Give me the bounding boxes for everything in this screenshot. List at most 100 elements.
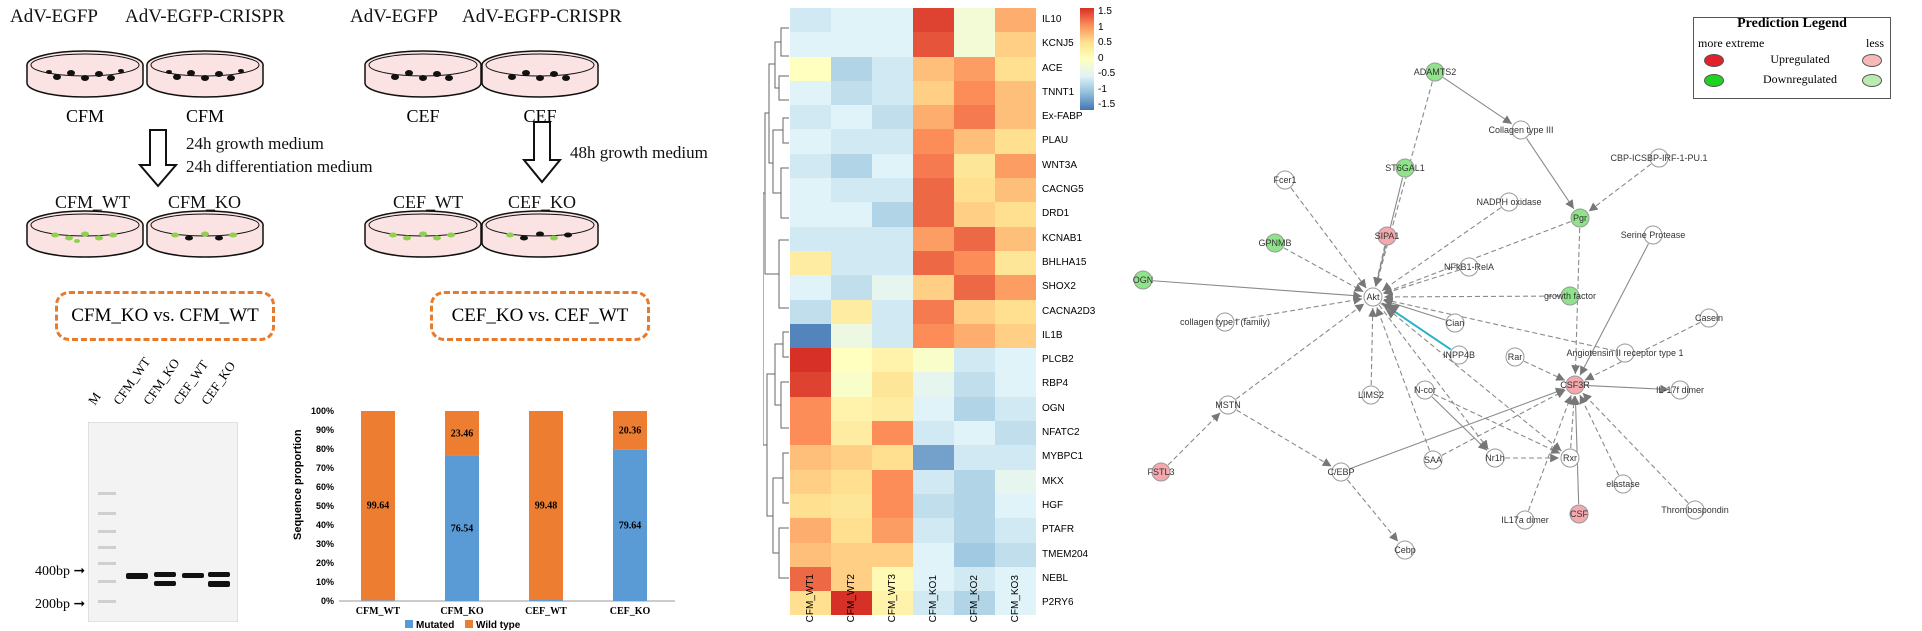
network-node[interactable]	[1615, 343, 1635, 363]
network-node[interactable]	[1415, 380, 1435, 400]
gene-label: IL1B	[1042, 329, 1063, 341]
gene-label: TMEM204	[1042, 548, 1089, 560]
network-node[interactable]	[1459, 257, 1479, 277]
heatmap-cell	[872, 542, 913, 567]
heatmap-cell	[831, 250, 872, 276]
network-node-label: CSF3R	[1560, 380, 1590, 390]
heatmap-cell	[954, 372, 995, 397]
bar-segment-mutated	[529, 600, 563, 601]
data-label: 99.64	[367, 501, 390, 512]
network-node[interactable]	[1395, 540, 1415, 560]
network-node[interactable]	[1363, 287, 1383, 307]
cell-label: CEF	[523, 106, 557, 126]
culture-dish	[146, 50, 264, 98]
network-node[interactable]	[1265, 233, 1285, 253]
comparison-box: CEF_KO vs. CEF_WT	[430, 291, 650, 341]
network-node[interactable]	[1425, 62, 1445, 82]
heatmap-cell	[831, 372, 872, 397]
network-node[interactable]	[1699, 308, 1719, 328]
network-node[interactable]	[1331, 462, 1351, 482]
legend-more: more extreme	[1698, 36, 1765, 50]
network-edge	[1571, 395, 1581, 505]
network-node-label: LIMS2	[1358, 390, 1384, 400]
comparison-label: CFM_KO vs. CFM_WT	[71, 305, 259, 326]
gene-label: DRD1	[1042, 208, 1070, 220]
heatmap-cell	[831, 493, 872, 519]
network-node[interactable]	[1275, 170, 1295, 190]
network-node[interactable]	[1485, 448, 1505, 468]
network-node[interactable]	[1670, 380, 1690, 400]
heatmap-cell	[913, 372, 954, 397]
network-node[interactable]	[1565, 375, 1585, 395]
heatmap-cell	[790, 518, 831, 543]
heatmap-cell	[954, 202, 995, 227]
heatmap-cell	[831, 445, 872, 470]
network-node[interactable]	[1505, 347, 1525, 367]
heatmap-cell	[790, 105, 831, 130]
heatmap-cell	[913, 8, 954, 33]
network-node[interactable]	[1449, 345, 1469, 365]
network-edge	[1383, 221, 1571, 295]
network-node[interactable]	[1151, 462, 1171, 482]
network-node[interactable]	[1685, 500, 1705, 520]
heatmap-cell	[954, 542, 995, 567]
heatmap-cell	[954, 32, 995, 57]
gene-label: SHOX2	[1042, 281, 1076, 293]
heatmap-cell	[872, 275, 913, 300]
network-edge	[1381, 302, 1452, 351]
network-node[interactable]	[1133, 270, 1153, 290]
network-node[interactable]	[1218, 395, 1238, 415]
network-node[interactable]	[1445, 313, 1465, 333]
network-edge	[1234, 295, 1363, 321]
network-node-label: ST6GAL1	[1385, 163, 1425, 173]
network-node-label: Collagen type III	[1488, 125, 1553, 135]
network-node-label: CBP-ICSBP-IRF-1-PU.1	[1610, 153, 1707, 163]
legend-down-label: Downregulated	[1763, 72, 1837, 86]
legend-up-weak-swatch	[1862, 54, 1882, 67]
heatmap-cell	[872, 518, 913, 543]
network-node[interactable]	[1377, 226, 1397, 246]
network-node[interactable]	[1511, 120, 1531, 140]
network-edge	[1526, 137, 1575, 210]
step-label: 48h growth medium	[570, 143, 708, 162]
network-node[interactable]	[1215, 312, 1235, 332]
heatmap-cell	[831, 80, 872, 106]
network-node[interactable]	[1560, 286, 1580, 306]
network-node[interactable]	[1499, 192, 1519, 212]
network-node[interactable]	[1613, 474, 1633, 494]
network-node[interactable]	[1569, 504, 1589, 524]
heatmap-cell	[913, 348, 954, 373]
x-tick-label: CFM_KO	[440, 606, 484, 617]
dendrogram	[763, 27, 789, 579]
heatmap-cell	[913, 518, 954, 543]
heatmap-cell	[790, 178, 831, 203]
ipa-network: ADAMTS2 Collagen type III CBP-ICSBP-IRF-1-…	[1133, 62, 1729, 560]
sample-label: CFM_WT3	[887, 574, 898, 623]
network-node[interactable]	[1560, 448, 1580, 468]
bar-segment-wild-type	[445, 411, 479, 456]
heatmap-cell	[995, 178, 1036, 203]
network-edge	[1584, 384, 1670, 394]
network-edge	[1584, 321, 1701, 381]
legend-swatch	[465, 620, 473, 628]
network-node[interactable]	[1423, 450, 1443, 470]
network-node[interactable]	[1395, 158, 1415, 178]
network-edge	[1582, 392, 1689, 504]
network-node[interactable]	[1361, 385, 1381, 405]
network-node[interactable]	[1515, 510, 1535, 530]
network-node[interactable]	[1570, 208, 1590, 228]
heatmap-cell	[995, 323, 1036, 349]
heatmap-cell	[872, 202, 913, 227]
network-node-label: Cebp	[1394, 545, 1416, 555]
heatmap-cell	[872, 226, 913, 251]
heatmap-cell	[954, 129, 995, 154]
network-node[interactable]	[1643, 225, 1663, 245]
stacked-bar-chart: 0%10%20%30%40%50%60%70%80%90%100%0.3699.…	[311, 406, 675, 631]
network-edge	[1381, 207, 1502, 292]
heatmap-cell	[995, 469, 1036, 494]
network-node[interactable]	[1649, 148, 1669, 168]
gene-label: NEBL	[1042, 572, 1069, 584]
network-edge	[1431, 396, 1488, 451]
network-node-label: MSTN	[1215, 400, 1241, 410]
heatmap-cell	[831, 8, 872, 33]
